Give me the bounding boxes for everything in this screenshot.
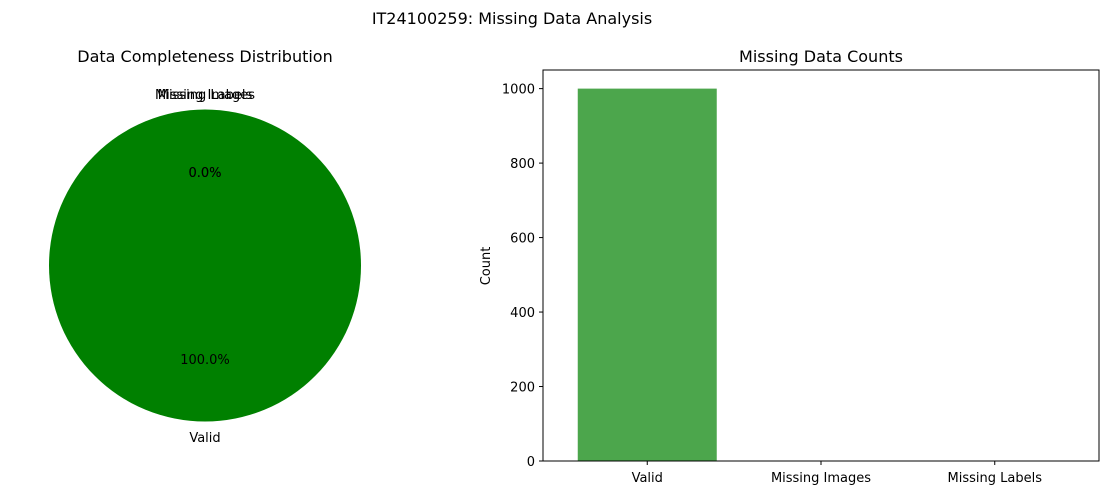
y-tick-label-1000: 1000 — [502, 83, 535, 98]
bar-chart: Missing Data Counts 0 200 400 600 800 1000 Va… — [479, 47, 1100, 486]
pie-slice-valid — [49, 109, 361, 422]
pie-label-missing-labels: Missing Labels — [158, 88, 253, 103]
y-tick-label-0: 0 — [527, 455, 535, 470]
x-tick-label-valid: Valid — [632, 471, 663, 486]
x-axis-ticks: Valid Missing Images Missing Labels — [632, 461, 1043, 486]
pie-percent-missing-labels: 0.0% — [188, 166, 221, 181]
figure-title: IT24100259: Missing Data Analysis — [372, 9, 652, 28]
pie-label-missing-images: Missing Images — [155, 88, 255, 103]
pie-chart-title: Data Completeness Distribution — [77, 47, 332, 66]
y-tick-label-400: 400 — [510, 306, 535, 321]
pie-percent-valid: 100.0% — [180, 353, 230, 368]
bar-valid — [577, 88, 717, 461]
x-tick-label-missing-labels: Missing Labels — [948, 471, 1043, 486]
y-axis-ticks: 0 200 400 600 800 1000 — [502, 83, 543, 470]
y-tick-label-600: 600 — [510, 232, 535, 247]
pie-slices — [49, 109, 361, 422]
y-tick-label-200: 200 — [510, 381, 535, 396]
bar-rects — [577, 88, 717, 461]
bar-chart-title: Missing Data Counts — [739, 47, 903, 66]
x-tick-label-missing-images: Missing Images — [771, 471, 871, 486]
pie-chart: Data Completeness Distribution Valid 100.… — [49, 47, 361, 446]
pie-label-valid: Valid — [189, 431, 220, 446]
pie-labels: Valid 100.0% Missing Images 0.0% Missing Lab… — [155, 88, 255, 446]
y-tick-label-800: 800 — [510, 157, 535, 172]
pie-percent-missing-images: 0.0% — [188, 166, 221, 181]
y-axis-label: Count — [479, 247, 494, 286]
